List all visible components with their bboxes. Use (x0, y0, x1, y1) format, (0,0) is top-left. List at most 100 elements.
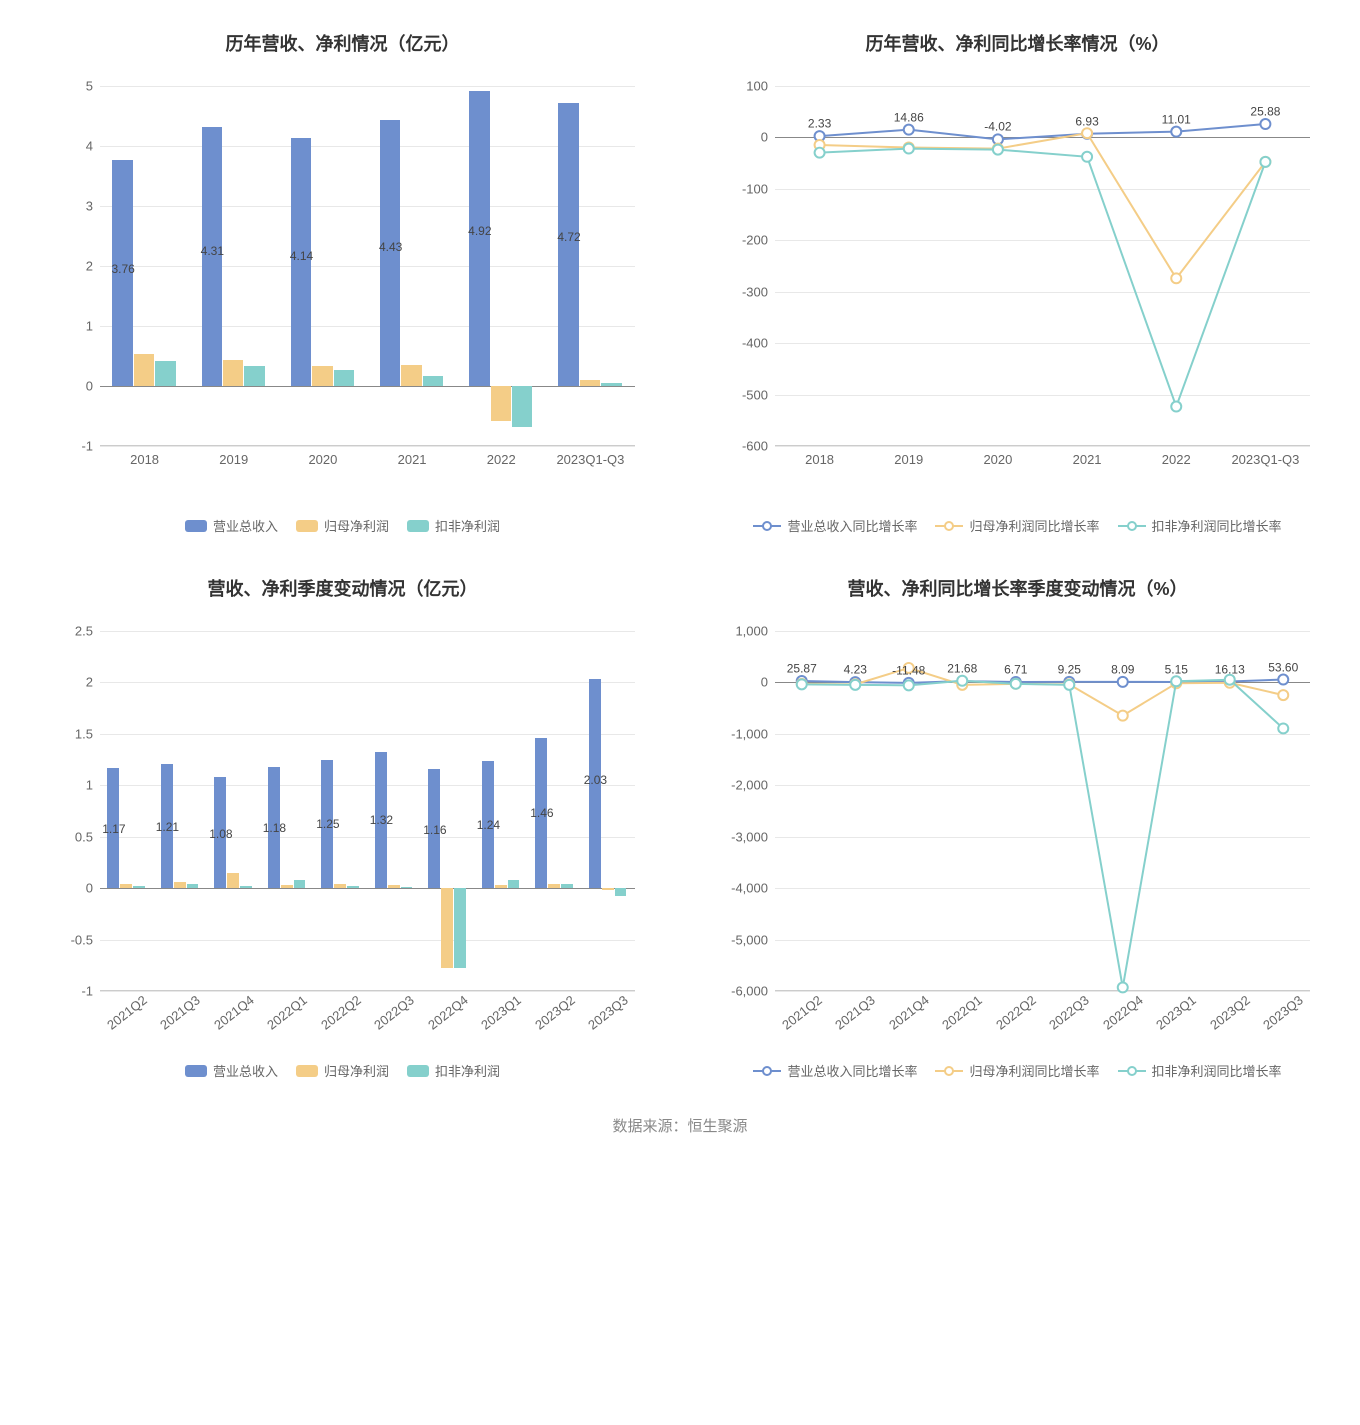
point-value-label: -4.02 (984, 120, 1011, 134)
x-tick-label: 2022Q3 (1046, 992, 1092, 1032)
point-value-label: 21.68 (947, 662, 977, 676)
bar-value-label: 1.21 (156, 820, 179, 834)
bar (244, 366, 264, 386)
series-marker (1082, 128, 1092, 138)
bar (495, 885, 507, 888)
bar-value-label: 1.16 (423, 823, 446, 837)
point-value-label: 6.71 (1004, 662, 1027, 676)
series-marker (1011, 679, 1021, 689)
x-tick-label: 2022Q1 (939, 992, 985, 1032)
gridline (100, 888, 635, 889)
bar (491, 386, 511, 421)
point-value-label: 9.25 (1058, 662, 1081, 676)
bar-value-label: 1.25 (316, 817, 339, 831)
chart-grid: 历年营收、净利情况（亿元） -101234520183.7620194.3120… (10, 10, 1350, 1090)
y-tick-label: 1.5 (45, 726, 93, 741)
gridline (775, 446, 1310, 447)
x-tick-label: 2018 (805, 452, 834, 467)
x-tick-label: 2023Q1-Q3 (1231, 452, 1299, 467)
x-tick-label: 2021Q3 (157, 992, 203, 1032)
bar (174, 882, 186, 888)
gridline (100, 446, 635, 447)
bar-value-label: 4.92 (468, 224, 491, 238)
legend-item: 归母净利润同比增长率 (935, 1061, 1099, 1080)
chart3-title: 营收、净利季度变动情况（亿元） (30, 575, 655, 601)
gridline (100, 206, 635, 207)
y-tick-label: -600 (720, 439, 768, 454)
legend-swatch-icon (935, 1066, 963, 1076)
y-tick-label: 4 (45, 139, 93, 154)
legend-item: 营业总收入 (185, 1061, 278, 1080)
bar (294, 880, 306, 888)
bar (227, 873, 239, 888)
legend-item: 扣非净利润 (407, 516, 500, 535)
gridline (100, 785, 635, 786)
bar (469, 91, 489, 386)
x-tick-label: 2021 (398, 452, 427, 467)
y-tick-label: 2 (45, 675, 93, 690)
bar (187, 884, 199, 888)
bar-value-label: 4.31 (201, 244, 224, 258)
bar (120, 884, 132, 888)
y-tick-label: -4,000 (720, 881, 768, 896)
series-marker (797, 679, 807, 689)
y-tick-label: -100 (720, 181, 768, 196)
bar (561, 884, 573, 888)
y-tick-label: 0 (45, 379, 93, 394)
x-tick-label: 2021 (1073, 452, 1102, 467)
bar-value-label: 3.76 (111, 262, 134, 276)
legend-item: 扣非净利润同比增长率 (1118, 1061, 1282, 1080)
y-tick-label: 0 (45, 881, 93, 896)
series-marker (1171, 676, 1181, 686)
series-marker (1118, 982, 1128, 992)
y-tick-label: -1 (45, 439, 93, 454)
y-tick-label: -1 (45, 984, 93, 999)
x-tick-label: 2019 (219, 452, 248, 467)
series-marker (1260, 119, 1270, 129)
series-marker (850, 680, 860, 690)
legend-label: 归母净利润 (324, 516, 389, 535)
legend-swatch-icon (753, 1066, 781, 1076)
point-value-label: 6.93 (1075, 114, 1098, 128)
point-value-label: 53.60 (1268, 660, 1298, 674)
bar-value-label: 1.32 (370, 813, 393, 827)
gridline (100, 940, 635, 941)
line-svg (775, 86, 1310, 445)
legend-label: 扣非净利润同比增长率 (1152, 1061, 1282, 1080)
bar (601, 383, 621, 386)
bar-value-label: 4.43 (379, 240, 402, 254)
x-tick-label: 2022 (1162, 452, 1191, 467)
panel-quarterly-revenue-profit: 营收、净利季度变动情况（亿元） -1-0.500.511.522.52021Q2… (10, 555, 675, 1090)
legend-label: 营业总收入 (213, 516, 278, 535)
legend-swatch-icon (407, 1065, 429, 1077)
x-tick-label: 2021Q4 (886, 992, 932, 1032)
chart1-title: 历年营收、净利情况（亿元） (30, 30, 655, 56)
y-tick-label: 5 (45, 79, 93, 94)
legend-item: 归母净利润 (296, 1061, 389, 1080)
x-tick-label: 2022Q3 (371, 992, 417, 1032)
bar (334, 884, 346, 888)
x-tick-label: 2023Q3 (1260, 992, 1306, 1032)
x-tick-label: 2021Q2 (104, 992, 150, 1032)
y-tick-label: -5,000 (720, 932, 768, 947)
y-tick-label: 100 (720, 79, 768, 94)
y-tick-label: -400 (720, 336, 768, 351)
series-marker (1278, 675, 1288, 685)
series-line (802, 668, 1284, 716)
gridline (100, 266, 635, 267)
series-marker (1260, 157, 1270, 167)
legend-label: 扣非净利润同比增长率 (1152, 516, 1282, 535)
x-tick-label: 2023Q2 (1207, 992, 1253, 1032)
legend-label: 营业总收入同比增长率 (787, 516, 917, 535)
legend-item: 营业总收入 (185, 516, 278, 535)
y-tick-label: 1 (45, 319, 93, 334)
series-marker (957, 676, 967, 686)
point-value-label: 5.15 (1165, 663, 1188, 677)
bar (602, 888, 614, 890)
legend-item: 归母净利润 (296, 516, 389, 535)
legend-item: 扣非净利润 (407, 1061, 500, 1080)
chart4-plot: -6,000-5,000-4,000-3,000-2,000-1,00001,0… (705, 621, 1330, 1041)
gridline (100, 86, 635, 87)
y-tick-label: 0 (720, 675, 768, 690)
bar-value-label: 1.08 (209, 827, 232, 841)
